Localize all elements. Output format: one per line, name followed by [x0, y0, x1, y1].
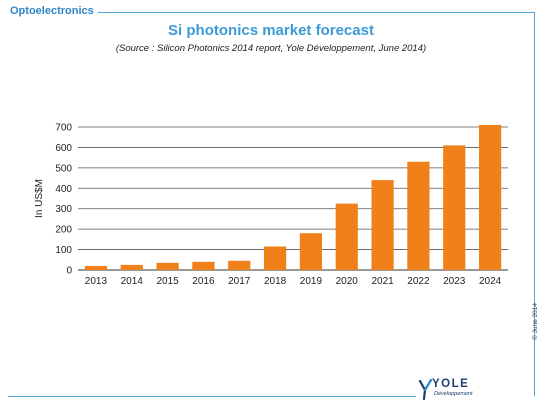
y-tick-label: 700	[55, 123, 72, 134]
x-tick-label: 2019	[300, 276, 323, 287]
yole-logo: YOLE Développement	[418, 378, 484, 404]
y-tick-label: 300	[55, 204, 72, 215]
bar-2017	[228, 260, 251, 270]
y-axis-label: In US$M	[34, 179, 45, 218]
frame-right-line	[534, 12, 535, 396]
x-tick-label: 2015	[156, 276, 179, 287]
bar-2021	[371, 180, 394, 270]
bar-2024	[478, 124, 502, 270]
bar-2014	[120, 264, 143, 270]
x-tick-label: 2023	[443, 276, 466, 287]
x-tick-labels: 2013 2014 2015 2016 2017 2018 2019 2020 2021 2022…	[85, 276, 502, 287]
bars	[84, 124, 502, 270]
bar-2022	[407, 161, 430, 270]
x-tick-label: 2016	[192, 276, 215, 287]
logo-name: YOLE	[432, 378, 470, 390]
bar-2015	[156, 262, 179, 270]
y-tick-label: 500	[55, 163, 72, 174]
x-tick-label: 2018	[264, 276, 287, 287]
x-tick-label: 2020	[336, 276, 359, 287]
x-tick-label: 2021	[371, 276, 394, 287]
y-tick-labels: 0 100 200 300 400 500 600 700	[55, 123, 72, 277]
logo-swoosh-icon	[418, 378, 433, 400]
bar-2013	[84, 265, 108, 270]
y-tick-label: 0	[66, 266, 72, 277]
chart-subtitle: (Source : Silicon Photonics 2014 report,…	[115, 43, 427, 54]
y-tick-label: 100	[55, 245, 72, 256]
x-tick-label: 2022	[407, 276, 430, 287]
x-tick-label: 2014	[121, 276, 144, 287]
chart-title: Si photonics market forecast	[168, 22, 374, 39]
bar-2016	[192, 261, 215, 270]
bar-2020	[335, 203, 358, 270]
x-tick-label: 2013	[85, 276, 108, 287]
section-tag: Optoelectronics	[10, 5, 94, 17]
copyright-note: © June 2014	[532, 303, 539, 340]
y-tick-label: 600	[55, 143, 72, 154]
y-tick-label: 200	[55, 225, 72, 236]
frame-top-line	[98, 12, 534, 13]
frame-bottom-line	[8, 396, 416, 397]
x-tick-label: 2024	[479, 276, 502, 287]
y-tick-label: 400	[55, 184, 72, 195]
bar-2018	[263, 246, 287, 270]
bar-2019	[299, 233, 323, 270]
x-tick-label: 2017	[228, 276, 251, 287]
bar-2023	[443, 145, 466, 270]
grid-lines	[78, 126, 508, 271]
logo-subtitle: Développement	[434, 391, 473, 397]
